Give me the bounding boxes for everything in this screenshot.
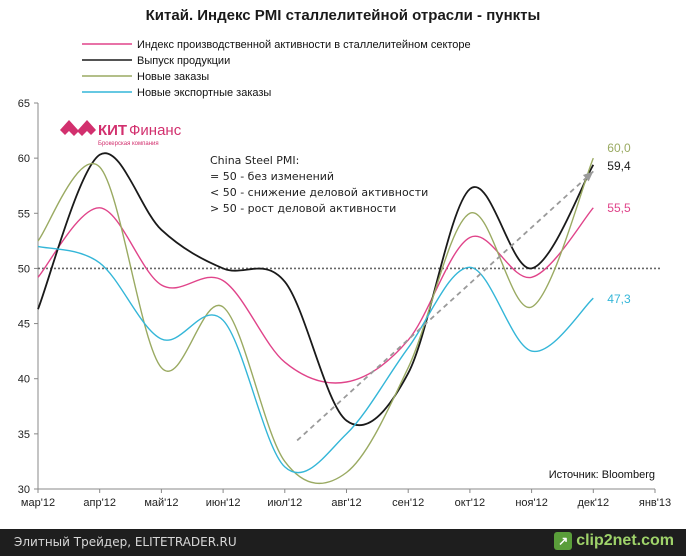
source-label: Источник: Bloomberg xyxy=(549,469,655,481)
annotation-line: > 50 - рост деловой активности xyxy=(210,202,396,215)
legend: Индекс производственной активности в ста… xyxy=(82,39,471,99)
trend-line xyxy=(296,170,594,442)
clip2net-icon: ↗ xyxy=(554,532,573,550)
x-tick-label: окт'12 xyxy=(455,497,485,509)
logo-subtitle: Брокерская компания xyxy=(98,141,159,147)
x-tick-label: дек'12 xyxy=(577,497,609,509)
x-tick-label: авг'12 xyxy=(331,497,361,509)
end-value-label: 60,0 xyxy=(607,141,631,155)
end-value-label: 47,3 xyxy=(607,292,631,306)
series-line xyxy=(37,245,594,474)
y-tick-label: 55 xyxy=(18,208,30,220)
legend-entry: Индекс производственной активности в ста… xyxy=(137,39,471,51)
series-line xyxy=(37,157,594,485)
legend-entry: Выпуск продукции xyxy=(137,55,230,67)
logo-finance-text: Финанс xyxy=(129,122,182,139)
end-labels: 60,0 59,4 55,5 47,3 xyxy=(607,141,631,306)
pmi-annotation: China Steel PMI: = 50 - без изменений < 50… xyxy=(210,154,428,215)
logo-kit-text: КИТ xyxy=(98,122,127,139)
series-line xyxy=(37,152,595,427)
y-tick-label: 40 xyxy=(18,374,30,386)
series-group xyxy=(37,152,595,485)
x-tick-label: июн'12 xyxy=(206,497,241,509)
y-tick-label: 50 xyxy=(18,263,30,275)
x-tick-label: июл'12 xyxy=(267,497,302,509)
annotation-line: < 50 - снижение деловой активности xyxy=(210,186,428,199)
legend-entry: Новые экспортные заказы xyxy=(137,87,271,99)
end-value-label: 59,4 xyxy=(607,159,631,173)
x-tick-label: мар'12 xyxy=(21,497,55,509)
clip2net-text: clip2net.com xyxy=(576,532,674,549)
y-tick-label: 65 xyxy=(18,98,30,110)
axes: 30 35 40 45 50 55 60 65 мар'12 апр'12 май'12 июн'12… xyxy=(18,98,671,509)
chart-title: Китай. Индекс PMI сталлелитейной отрасли… xyxy=(146,7,541,24)
trend-arrowhead xyxy=(582,171,594,182)
y-tick-label: 45 xyxy=(18,319,30,331)
end-value-label: 55,5 xyxy=(607,201,631,215)
annotation-line: China Steel PMI: xyxy=(210,154,299,167)
kitfinance-logo: КИТ Финанс Брокерская компания xyxy=(60,120,182,147)
x-tick-label: апр'12 xyxy=(83,497,116,509)
x-tick-label: май'12 xyxy=(144,497,178,509)
footer-bar: Элитный Трейдер, ELITETRADER.RU ↗ clip2n… xyxy=(0,529,686,556)
trend-arrow xyxy=(296,170,594,442)
x-tick-label: янв'13 xyxy=(639,497,671,509)
footer-text: Элитный Трейдер, ELITETRADER.RU xyxy=(14,535,237,549)
clip2net-logo[interactable]: ↗ clip2net.com xyxy=(554,532,674,550)
y-tick-label: 60 xyxy=(18,153,30,165)
x-tick-label: ноя'12 xyxy=(515,497,547,509)
y-tick-label: 30 xyxy=(18,484,30,496)
annotation-line: = 50 - без изменений xyxy=(210,170,334,183)
series-line xyxy=(37,207,594,384)
logo-emblem-icon xyxy=(60,120,96,136)
y-tick-label: 35 xyxy=(18,429,30,441)
x-tick-label: сен'12 xyxy=(392,497,424,509)
legend-entry: Новые заказы xyxy=(137,71,209,83)
chart: Китай. Индекс PMI сталлелитейной отрасли… xyxy=(18,7,671,509)
